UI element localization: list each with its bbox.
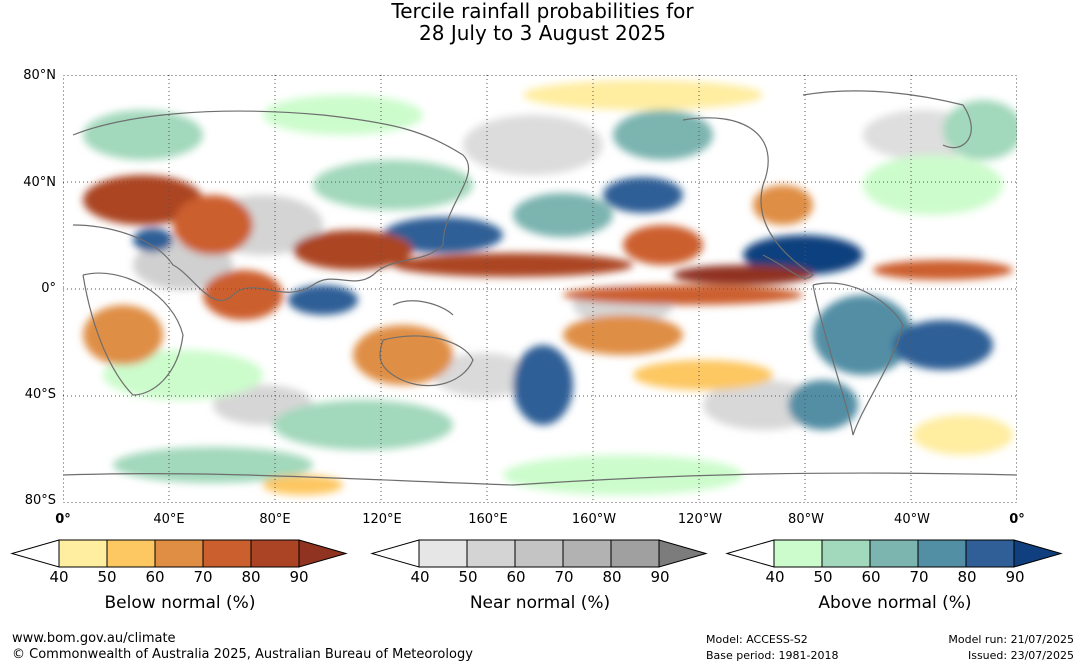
lat-label-80s: 80°S <box>24 493 56 508</box>
legend-near-tick: 40 <box>410 568 430 586</box>
legend-below-tick: 70 <box>193 568 213 586</box>
legend-near-tick: 60 <box>506 568 526 586</box>
legend-near-tick: 70 <box>554 568 574 586</box>
legend-above-high-arrow <box>1013 539 1063 568</box>
legend-above-swatch <box>917 539 967 568</box>
legend-above-tick: 70 <box>909 568 929 586</box>
base-period: Base period: 1981-2018 <box>706 649 839 662</box>
legend-above-tick: 50 <box>813 568 833 586</box>
lon-label-160w: 160°W <box>571 512 617 527</box>
legend-near-colorbar <box>370 539 708 568</box>
legend-below-tick: 50 <box>97 568 117 586</box>
legend-near-swatch <box>514 539 564 568</box>
legend-above-colorbar <box>725 539 1063 568</box>
legend-above-tick: 40 <box>765 568 785 586</box>
lon-label-0: 0° <box>55 512 71 527</box>
legend-near-low-arrow <box>370 539 420 568</box>
model-name: Model: ACCESS-S2 <box>706 633 808 646</box>
lat-label-equator: 0° <box>41 281 56 296</box>
legend-near-swatch <box>610 539 660 568</box>
legend-near-tick: 50 <box>458 568 478 586</box>
legend-below-high-arrow <box>298 539 348 568</box>
legend-near-tick: 90 <box>650 568 670 586</box>
lon-label-80w: 80°W <box>788 512 824 527</box>
legend-below-tick: 90 <box>289 568 309 586</box>
legend-below-colorbar <box>10 539 348 568</box>
legend-below-title: Below normal (%) <box>104 593 256 613</box>
model-run-date: Model run: 21/07/2025 <box>948 633 1074 646</box>
legend-above-swatch <box>965 539 1015 568</box>
legend-below-swatch <box>202 539 252 568</box>
lat-label-80n: 80°N <box>23 68 56 83</box>
legend-above-normal <box>725 539 1063 568</box>
legend-near-tick: 80 <box>602 568 622 586</box>
legend-below-swatch <box>250 539 300 568</box>
legend-above-low-arrow <box>725 539 775 568</box>
legend-above-swatch <box>869 539 919 568</box>
legend-above-tick: 80 <box>957 568 977 586</box>
legend-near-high-arrow <box>658 539 708 568</box>
legend-below-tick: 60 <box>145 568 165 586</box>
lon-label-120w: 120°W <box>677 512 723 527</box>
lon-label-40w: 40°W <box>894 512 930 527</box>
legend-near-swatch <box>418 539 468 568</box>
legend-below-tick: 80 <box>241 568 261 586</box>
legend-above-tick: 90 <box>1005 568 1025 586</box>
lon-label-120e: 120°E <box>362 512 402 527</box>
rainfall-probability-map <box>63 75 1017 503</box>
lon-label-160e: 160°E <box>468 512 508 527</box>
lat-label-40n: 40°N <box>23 175 56 190</box>
map-title-line1: Tercile rainfall probabilities for <box>391 0 694 23</box>
lon-label-0-east: 0° <box>1009 512 1025 527</box>
copyright-notice: © Commonwealth of Australia 2025, Austra… <box>12 647 473 662</box>
map-title-line2: 28 July to 3 August 2025 <box>419 21 666 45</box>
legend-below-swatch <box>106 539 156 568</box>
legend-near-swatch <box>562 539 612 568</box>
lon-label-40e: 40°E <box>153 512 185 527</box>
lat-label-40s: 40°S <box>24 387 56 402</box>
legend-below-tick: 40 <box>49 568 69 586</box>
legend-above-tick: 60 <box>861 568 881 586</box>
legend-above-swatch <box>821 539 871 568</box>
issued-date: Issued: 23/07/2025 <box>967 649 1074 662</box>
legend-above-title: Above normal (%) <box>818 593 972 613</box>
legend-near-swatch <box>466 539 516 568</box>
website-link[interactable]: www.bom.gov.au/climate <box>12 631 176 646</box>
legend-below-swatch <box>154 539 204 568</box>
lon-label-80e: 80°E <box>259 512 291 527</box>
legend-near-title: Near normal (%) <box>469 593 611 613</box>
legend-below-low-arrow <box>10 539 60 568</box>
legend-below-normal <box>10 539 348 568</box>
legend-near-normal <box>370 539 708 568</box>
legend-above-swatch <box>773 539 823 568</box>
legend-below-swatch <box>58 539 108 568</box>
